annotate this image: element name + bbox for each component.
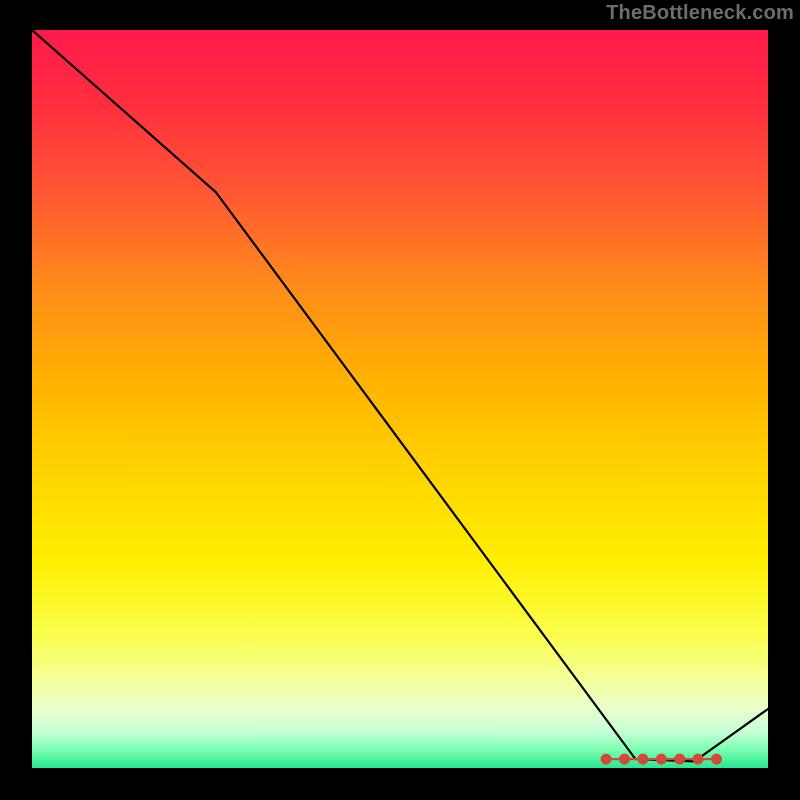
marker-dot xyxy=(637,754,648,765)
marker-dot xyxy=(674,754,685,765)
marker-dot xyxy=(601,754,612,765)
marker-dot xyxy=(711,754,722,765)
plot-background-gradient xyxy=(32,30,768,768)
chart-container: TheBottleneck.com xyxy=(0,0,800,800)
marker-dot xyxy=(619,754,630,765)
marker-dot xyxy=(656,754,667,765)
watermark-text: TheBottleneck.com xyxy=(606,2,794,25)
marker-dot xyxy=(693,754,704,765)
bottleneck-chart xyxy=(0,0,800,800)
